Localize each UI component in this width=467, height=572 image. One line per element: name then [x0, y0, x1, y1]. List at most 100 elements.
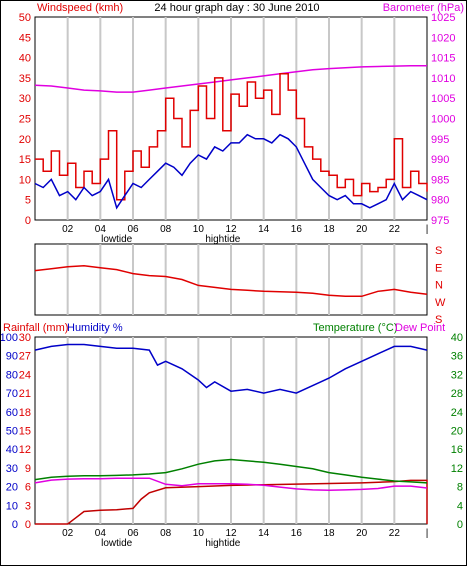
- temp-tick-label: 36: [451, 351, 463, 363]
- baro-tick-label: 1015: [431, 53, 455, 65]
- rain-tick-label: 6: [25, 482, 31, 494]
- wind-baro-chart: 24 hour graph day : 30 June 2010 Windspe…: [19, 2, 464, 245]
- temp-tick-label: 12: [451, 463, 463, 475]
- temperature-axis-label: Temperature (°C): [313, 322, 397, 334]
- wind-tick-label: 15: [19, 154, 31, 166]
- barometer-series: [34, 64, 427, 93]
- baro-tick-label: 980: [431, 195, 449, 207]
- direction-label: S: [435, 245, 442, 257]
- baro-tick-label: 1000: [431, 114, 455, 126]
- rain-tick-label: 21: [19, 388, 31, 400]
- humidity-tick-label: 100: [1, 332, 18, 344]
- wind-tick-label: 10: [19, 174, 31, 186]
- tide-label: hightide: [205, 538, 240, 549]
- x-tick-label: 16: [291, 528, 303, 539]
- x-tick-label: 12: [225, 224, 237, 235]
- humidity-tick-label: 30: [6, 463, 18, 475]
- direction-label: E: [435, 262, 442, 274]
- temp-tick-label: 40: [451, 332, 463, 344]
- tide-label: hightide: [205, 234, 240, 245]
- temp-tick-label: 16: [451, 444, 463, 456]
- dewpoint-axis-label: Dew Point: [395, 322, 445, 334]
- tide-label: lowtide: [101, 538, 133, 549]
- baro-tick-label: 1025: [431, 12, 455, 24]
- humidity-series: [34, 343, 428, 394]
- wind-direction-series: [34, 264, 428, 298]
- x-tick-label: 02: [62, 528, 74, 539]
- wind-tick-label: 50: [19, 12, 31, 24]
- rain-tick-label: 9: [25, 463, 31, 475]
- direction-label: W: [435, 297, 446, 309]
- direction-label: S: [435, 314, 442, 326]
- humidity-tick-label: 60: [6, 407, 18, 419]
- rain-tick-label: 15: [19, 426, 31, 438]
- direction-label: N: [435, 280, 443, 292]
- rain-tick-label: 30: [19, 332, 31, 344]
- x-tick-label: 20: [356, 224, 368, 235]
- x-tick-label: |: [426, 224, 429, 235]
- barometer-axis-label: Barometer (hPa): [383, 2, 464, 14]
- baro-tick-label: 1020: [431, 32, 455, 44]
- baro-tick-label: 990: [431, 154, 449, 166]
- rain-tick-label: 3: [25, 500, 31, 512]
- humidity-tick-label: 40: [6, 444, 18, 456]
- wind-tick-label: 35: [19, 73, 31, 85]
- temp-tick-label: 20: [451, 426, 463, 438]
- humidity-tick-label: 50: [6, 426, 18, 438]
- rainfall-series: [35, 479, 428, 525]
- temp-tick-label: 0: [457, 519, 463, 531]
- x-tick-label: 12: [225, 528, 237, 539]
- wind-tick-label: 0: [25, 215, 31, 227]
- x-tick-label: 04: [95, 224, 107, 235]
- chart-title: 24 hour graph day : 30 June 2010: [154, 2, 319, 14]
- temp-tick-label: 32: [451, 369, 463, 381]
- x-tick-label: 10: [193, 528, 205, 539]
- x-tick-label: 18: [323, 224, 335, 235]
- rain-tick-label: 12: [19, 444, 31, 456]
- humidity-axis-label: Humidity %: [67, 322, 123, 334]
- x-tick-label: 10: [193, 224, 205, 235]
- x-tick-label: |: [426, 528, 429, 539]
- x-tick-label: 08: [160, 224, 172, 235]
- baro-tick-label: 1010: [431, 73, 455, 85]
- baro-tick-label: 995: [431, 134, 449, 146]
- x-tick-label: 14: [258, 528, 270, 539]
- x-tick-label: 20: [356, 528, 368, 539]
- humidity-tick-label: 0: [12, 519, 18, 531]
- rainfall-axis-label: Rainfall (mm): [3, 322, 68, 334]
- temperature-series: [34, 458, 428, 484]
- wind-gust-series: [35, 73, 428, 201]
- humidity-tick-label: 80: [6, 369, 18, 381]
- baro-tick-label: 985: [431, 174, 449, 186]
- x-tick-label: 02: [62, 224, 74, 235]
- wind-tick-label: 5: [25, 195, 31, 207]
- temp-tick-label: 24: [451, 407, 463, 419]
- temp-tick-label: 4: [457, 500, 463, 512]
- wind-average-series: [34, 133, 428, 210]
- tide-label: lowtide: [101, 234, 133, 245]
- dewpoint-series: [34, 477, 428, 492]
- x-tick-label: 08: [160, 528, 172, 539]
- rain-tick-label: 18: [19, 407, 31, 419]
- rain-tick-label: 24: [19, 369, 31, 381]
- temp-tick-label: 28: [451, 388, 463, 400]
- x-tick-label: 22: [389, 224, 401, 235]
- humidity-tick-label: 10: [6, 500, 18, 512]
- wind-tick-label: 45: [19, 32, 31, 44]
- x-tick-label: 22: [389, 528, 401, 539]
- humidity-tick-label: 20: [6, 482, 18, 494]
- wind-tick-label: 30: [19, 93, 31, 105]
- x-tick-label: 14: [258, 224, 270, 235]
- rain-humidity-temp-chart: Rainfall (mm) Humidity % Temperature (°C…: [0, 322, 463, 549]
- x-tick-label: 04: [95, 528, 107, 539]
- baro-tick-label: 975: [431, 215, 449, 227]
- x-tick-label: 06: [127, 224, 139, 235]
- baro-tick-label: 1005: [431, 93, 455, 105]
- x-tick-label: 16: [291, 224, 303, 235]
- humidity-tick-label: 70: [6, 388, 18, 400]
- windspeed-axis-label: Windspeed (kmh): [37, 2, 123, 14]
- x-tick-label: 06: [127, 528, 139, 539]
